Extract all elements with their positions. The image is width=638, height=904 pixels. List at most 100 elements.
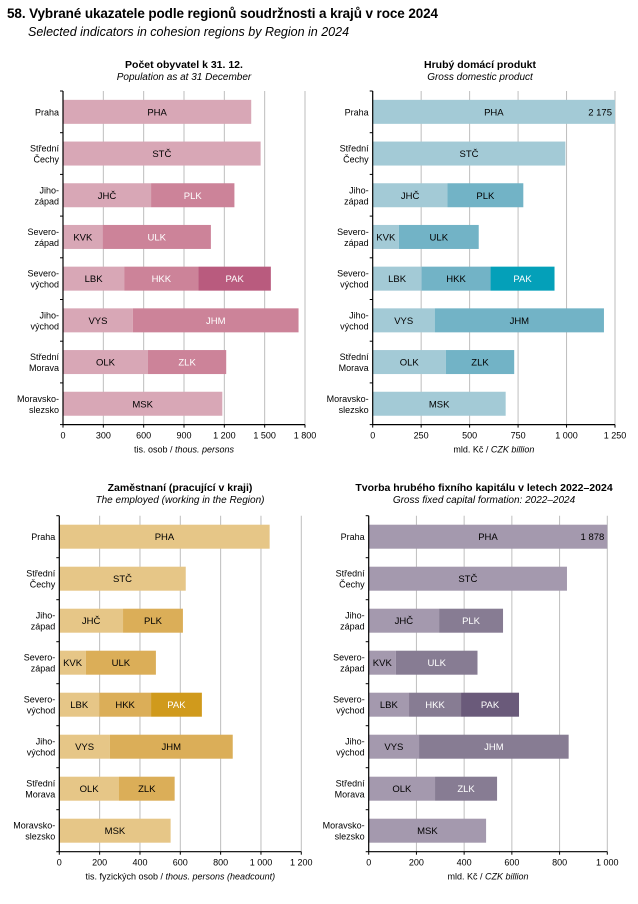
- segment-label: PAK: [167, 700, 186, 711]
- category-label: Jiho-: [36, 611, 56, 621]
- segment-label: ZLK: [138, 784, 156, 795]
- category-label: východ: [30, 280, 59, 290]
- segment-label: PLK: [462, 616, 481, 627]
- segment-label: MSK: [429, 399, 450, 410]
- x-tick-label: 0: [60, 431, 65, 441]
- bar-segment-ulk: [398, 224, 479, 249]
- bar-segment-lbk: [63, 266, 125, 291]
- segment-label: JHM: [162, 742, 182, 753]
- x-tick-label: 1 000: [596, 858, 619, 868]
- x-tick-label: 1 250: [604, 431, 627, 441]
- bar-group: OLK ZLK: [59, 776, 175, 801]
- segment-label: MSK: [417, 826, 438, 837]
- segment-label: HKK: [115, 700, 135, 711]
- category-label: východ: [336, 748, 365, 758]
- bar-group: VYS JHM: [368, 734, 569, 759]
- bar-segment-ulk: [102, 224, 211, 249]
- bar-segment-msk: [59, 818, 171, 843]
- bar-group: MSK: [63, 391, 223, 416]
- bar-group: STČ: [63, 141, 261, 166]
- category-label: západ: [34, 238, 59, 248]
- category-label: Severo-: [24, 695, 56, 705]
- x-axis-label-en: thous. persons: [175, 445, 235, 455]
- category-label: Jiho-: [349, 310, 369, 320]
- x-axis-label-en: thous. persons (headcount): [166, 872, 276, 882]
- bar-segment-vys: [372, 308, 435, 333]
- bar-segment-jhm: [419, 734, 569, 759]
- category-label: Moravsko-: [13, 821, 55, 831]
- chart-title: Hrubý domácí produkt: [424, 59, 537, 71]
- segment-label: PLK: [476, 191, 495, 202]
- bar-segment-zlk: [445, 350, 515, 375]
- segment-label: STČ: [152, 149, 171, 160]
- category-label: Jiho-: [345, 611, 365, 621]
- category-label: Jiho-: [39, 310, 59, 320]
- bar-segment-kvk: [63, 224, 103, 249]
- category-label: Severo-: [27, 227, 59, 237]
- bar-segment-hkk: [421, 266, 491, 291]
- x-tick-label: 300: [96, 431, 111, 441]
- bar-group: VYS JHM: [63, 308, 299, 333]
- chart-subtitle: The employed (working in the Region): [96, 495, 265, 506]
- bar-segment-lbk: [368, 692, 410, 717]
- segment-label: PHA: [147, 107, 167, 118]
- bar-group: PHA: [63, 99, 252, 124]
- segment-label: VYS: [88, 316, 107, 327]
- x-axis-label-en: CZK billion: [491, 445, 535, 455]
- bar-group: KVK ULK: [372, 224, 479, 249]
- chart-title: Zaměstnaní (pracující v kraji): [108, 482, 253, 494]
- gfcf-chart: Tvorba hrubého fixního kapitálu v letech…: [323, 482, 619, 882]
- bar-segment-vys: [59, 734, 110, 759]
- segment-label: ULK: [148, 232, 167, 243]
- segment-label: ULK: [430, 232, 449, 243]
- category-label: západ: [34, 196, 59, 206]
- bar-group: LBK HKK PAK: [63, 266, 271, 291]
- bar-segment-zlk: [147, 350, 227, 375]
- bar-segment-stč: [372, 141, 566, 166]
- bar-segment-olk: [368, 776, 436, 801]
- page-subtitle: Selected indicators in cohesion regions …: [28, 25, 350, 39]
- category-label: Morava: [25, 790, 55, 800]
- bar-group: KVK ULK: [59, 650, 156, 675]
- bar-segment-olk: [63, 350, 148, 375]
- category-label: Střední: [30, 352, 60, 362]
- segment-label: PHA: [484, 107, 504, 118]
- bar-group: MSK: [372, 391, 506, 416]
- segment-label: PAK: [481, 700, 500, 711]
- bar-group: STČ: [372, 141, 566, 166]
- segment-label: MSK: [105, 826, 126, 837]
- bar-group: VYS JHM: [372, 308, 604, 333]
- category-label: západ: [340, 664, 365, 674]
- segment-label: LBK: [380, 700, 399, 711]
- segment-label: JHČ: [401, 191, 420, 202]
- bar-segment-stč: [63, 141, 261, 166]
- x-tick-label: 500: [462, 431, 477, 441]
- x-axis-label: tis. osob / thous. persons: [134, 445, 235, 455]
- category-label: slezsko: [335, 832, 365, 842]
- value-label: 1 878: [581, 532, 605, 543]
- bar-segment-vys: [63, 308, 133, 333]
- category-label: východ: [30, 321, 59, 331]
- segment-label: HKK: [152, 274, 172, 285]
- category-label: Střední: [340, 144, 370, 154]
- segment-label: LBK: [388, 274, 407, 285]
- bar-segment-jhč: [368, 608, 440, 633]
- bar-group: PHA: [372, 99, 615, 124]
- category-label: východ: [336, 706, 365, 716]
- chart-subtitle: Gross fixed capital formation: 2022–2024: [393, 495, 576, 506]
- bar-group: JHČ PLK: [59, 608, 183, 633]
- category-label: Střední: [336, 779, 366, 789]
- segment-label: JHČ: [98, 191, 117, 202]
- category-label: Moravsko-: [17, 394, 59, 404]
- x-axis-label-cz: mld. Kč /: [453, 445, 491, 455]
- bar-segment-pak: [198, 266, 271, 291]
- bar-segment-ulk: [395, 650, 478, 675]
- value-label: 2 175: [588, 107, 612, 118]
- category-label: západ: [31, 622, 56, 632]
- bar-segment-hkk: [124, 266, 199, 291]
- segment-label: PAK: [226, 274, 245, 285]
- x-tick-label: 600: [173, 858, 188, 868]
- x-tick-label: 1 200: [213, 431, 236, 441]
- segment-label: JHČ: [82, 616, 101, 627]
